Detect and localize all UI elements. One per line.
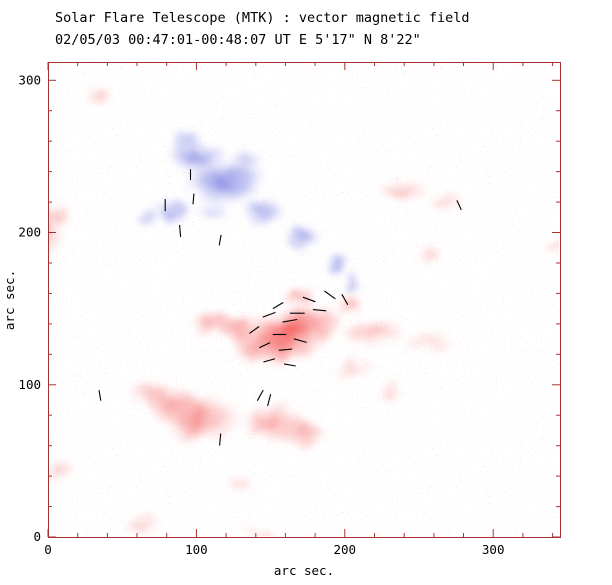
x-axis-label: arc sec. — [274, 563, 334, 578]
plot-subtitle: 02/05/03 00:47:01-00:48:07 UT E 5'17" N … — [55, 32, 421, 48]
field-regions-layer — [49, 84, 559, 536]
tick-labels: 0 100 200 300 0 100 200 300 — [18, 72, 504, 557]
svg-text:100: 100 — [18, 377, 41, 392]
svg-text:200: 200 — [18, 225, 41, 240]
y-axis-label: arc sec. — [2, 270, 17, 330]
svg-text:0: 0 — [44, 542, 52, 557]
plot-title: Solar Flare Telescope (MTK) : vector mag… — [55, 10, 470, 26]
svg-text:200: 200 — [334, 542, 357, 557]
axis-frame — [48, 62, 561, 538]
axis-ticks — [47, 62, 560, 538]
svg-text:300: 300 — [18, 72, 41, 87]
vector-arrows-layer — [98, 169, 462, 446]
svg-text:300: 300 — [482, 542, 505, 557]
svg-text:100: 100 — [185, 542, 208, 557]
svg-text:0: 0 — [33, 529, 41, 544]
